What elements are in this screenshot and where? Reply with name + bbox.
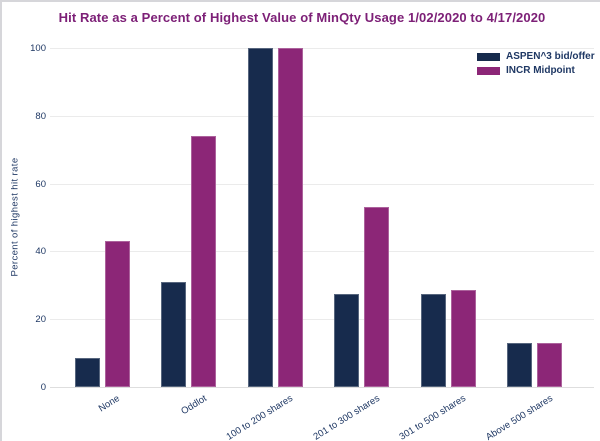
x-category-label: None	[96, 393, 122, 415]
legend: ASPEN^3 bid/offer INCR Midpoint	[477, 51, 595, 79]
legend-label: INCR Midpoint	[506, 65, 575, 76]
bar-aspen-5	[507, 342, 532, 387]
bar-incr-5	[537, 342, 562, 387]
bar-incr-2	[277, 48, 303, 387]
grid-line	[50, 115, 594, 117]
bar-aspen-1	[161, 281, 186, 387]
y-tick-label: 0	[40, 382, 46, 393]
bar-aspen-4	[420, 293, 446, 387]
y-tick-label: 20	[35, 314, 46, 326]
y-tick-label: 40	[35, 246, 46, 258]
legend-swatch	[477, 66, 500, 75]
grid-line	[50, 48, 594, 49]
bar-aspen-0	[74, 358, 100, 387]
y-tick-label: 100	[30, 43, 46, 54]
bar-incr-0	[104, 241, 130, 387]
grid-line	[50, 183, 594, 185]
x-category-label: Oddlot	[178, 393, 209, 418]
legend-label: ASPEN^3 bid/offer	[506, 51, 595, 62]
legend-swatch	[477, 52, 500, 61]
bar-incr-3	[364, 207, 389, 387]
x-category-label: 301 to 500 shares	[397, 393, 468, 441]
bar-incr-4	[450, 290, 476, 387]
x-category-label: 201 to 300 shares	[310, 393, 382, 441]
legend-item: INCR Midpoint	[477, 65, 595, 76]
grid-line	[50, 251, 594, 253]
bar-aspen-3	[334, 293, 359, 387]
y-tick-label: 80	[35, 110, 46, 122]
grid-line	[50, 319, 594, 321]
y-tick-label: 60	[35, 178, 46, 190]
grid-line	[50, 387, 594, 388]
legend-item: ASPEN^3 bid/offer	[477, 51, 595, 62]
bar-incr-1	[191, 136, 216, 387]
chart-title: Hit Rate as a Percent of Highest Value o…	[58, 10, 546, 25]
x-category-label: 100 to 200 shares	[224, 393, 295, 441]
x-category-label: Above 500 shares	[483, 393, 555, 441]
bar-aspen-2	[247, 48, 273, 387]
